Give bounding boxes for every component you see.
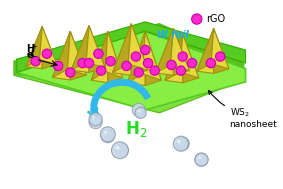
- Polygon shape: [165, 34, 183, 80]
- Polygon shape: [108, 31, 123, 83]
- Circle shape: [101, 130, 114, 143]
- Polygon shape: [26, 27, 42, 67]
- Circle shape: [177, 140, 181, 143]
- Circle shape: [53, 61, 63, 71]
- Circle shape: [176, 66, 186, 75]
- Polygon shape: [105, 31, 123, 78]
- Circle shape: [115, 146, 119, 150]
- Circle shape: [84, 58, 94, 68]
- FancyArrow shape: [87, 108, 99, 118]
- Polygon shape: [156, 28, 173, 73]
- Circle shape: [195, 153, 208, 166]
- Text: +: +: [31, 44, 37, 50]
- Text: H$_2$: H$_2$: [125, 119, 147, 139]
- Circle shape: [106, 57, 115, 66]
- Circle shape: [195, 153, 208, 166]
- Polygon shape: [180, 34, 199, 78]
- Polygon shape: [71, 26, 89, 70]
- Circle shape: [173, 136, 188, 151]
- Circle shape: [206, 58, 216, 68]
- Polygon shape: [14, 24, 244, 113]
- Polygon shape: [197, 28, 214, 71]
- Circle shape: [132, 103, 145, 117]
- Circle shape: [66, 68, 75, 77]
- Polygon shape: [71, 26, 89, 72]
- Circle shape: [97, 66, 106, 75]
- Polygon shape: [165, 34, 183, 83]
- Circle shape: [187, 58, 197, 68]
- Polygon shape: [171, 28, 189, 71]
- Polygon shape: [197, 28, 214, 73]
- Circle shape: [119, 147, 121, 150]
- Circle shape: [198, 156, 201, 159]
- Circle shape: [141, 45, 150, 55]
- Polygon shape: [127, 31, 145, 83]
- Polygon shape: [40, 27, 57, 64]
- Polygon shape: [173, 28, 189, 75]
- Circle shape: [78, 58, 87, 68]
- Polygon shape: [142, 31, 161, 80]
- Polygon shape: [86, 26, 105, 68]
- Polygon shape: [67, 31, 86, 75]
- Circle shape: [138, 110, 140, 112]
- Circle shape: [176, 137, 189, 150]
- Circle shape: [100, 127, 115, 142]
- Polygon shape: [17, 31, 246, 110]
- Circle shape: [134, 68, 143, 77]
- Polygon shape: [183, 34, 199, 83]
- Circle shape: [92, 116, 95, 119]
- Text: W foil: W foil: [157, 30, 189, 40]
- Circle shape: [112, 142, 128, 159]
- Polygon shape: [145, 31, 161, 86]
- Polygon shape: [112, 24, 131, 75]
- Polygon shape: [214, 28, 229, 73]
- Circle shape: [198, 156, 201, 159]
- Text: WS$_2$
nanosheet: WS$_2$ nanosheet: [209, 91, 277, 129]
- Polygon shape: [131, 24, 148, 75]
- Polygon shape: [91, 31, 108, 83]
- Circle shape: [104, 130, 108, 134]
- Circle shape: [131, 52, 141, 61]
- Circle shape: [92, 119, 95, 122]
- Circle shape: [179, 140, 182, 143]
- Polygon shape: [17, 22, 246, 72]
- Polygon shape: [91, 31, 108, 80]
- Circle shape: [89, 113, 102, 126]
- Circle shape: [135, 107, 146, 118]
- Circle shape: [178, 52, 187, 61]
- Circle shape: [167, 60, 176, 70]
- Circle shape: [104, 133, 107, 136]
- Circle shape: [136, 107, 138, 109]
- Text: H: H: [26, 44, 34, 54]
- Polygon shape: [14, 24, 244, 80]
- Polygon shape: [211, 28, 229, 69]
- Polygon shape: [42, 27, 57, 69]
- Polygon shape: [127, 31, 145, 86]
- Circle shape: [31, 57, 40, 66]
- Circle shape: [122, 61, 131, 71]
- Text: $^-$: $^-$: [31, 54, 38, 60]
- Polygon shape: [112, 24, 131, 73]
- Circle shape: [89, 116, 102, 129]
- Polygon shape: [52, 31, 70, 77]
- Circle shape: [115, 144, 128, 157]
- Polygon shape: [89, 26, 105, 72]
- Circle shape: [42, 49, 52, 58]
- Circle shape: [192, 14, 202, 24]
- Circle shape: [143, 58, 153, 68]
- Polygon shape: [70, 31, 86, 80]
- Text: rGO: rGO: [206, 14, 225, 24]
- Polygon shape: [52, 31, 70, 80]
- Polygon shape: [156, 28, 173, 75]
- Polygon shape: [128, 24, 148, 70]
- Polygon shape: [26, 27, 42, 69]
- Circle shape: [150, 66, 159, 75]
- Circle shape: [216, 52, 225, 61]
- Text: e: e: [26, 50, 33, 60]
- Circle shape: [94, 49, 103, 58]
